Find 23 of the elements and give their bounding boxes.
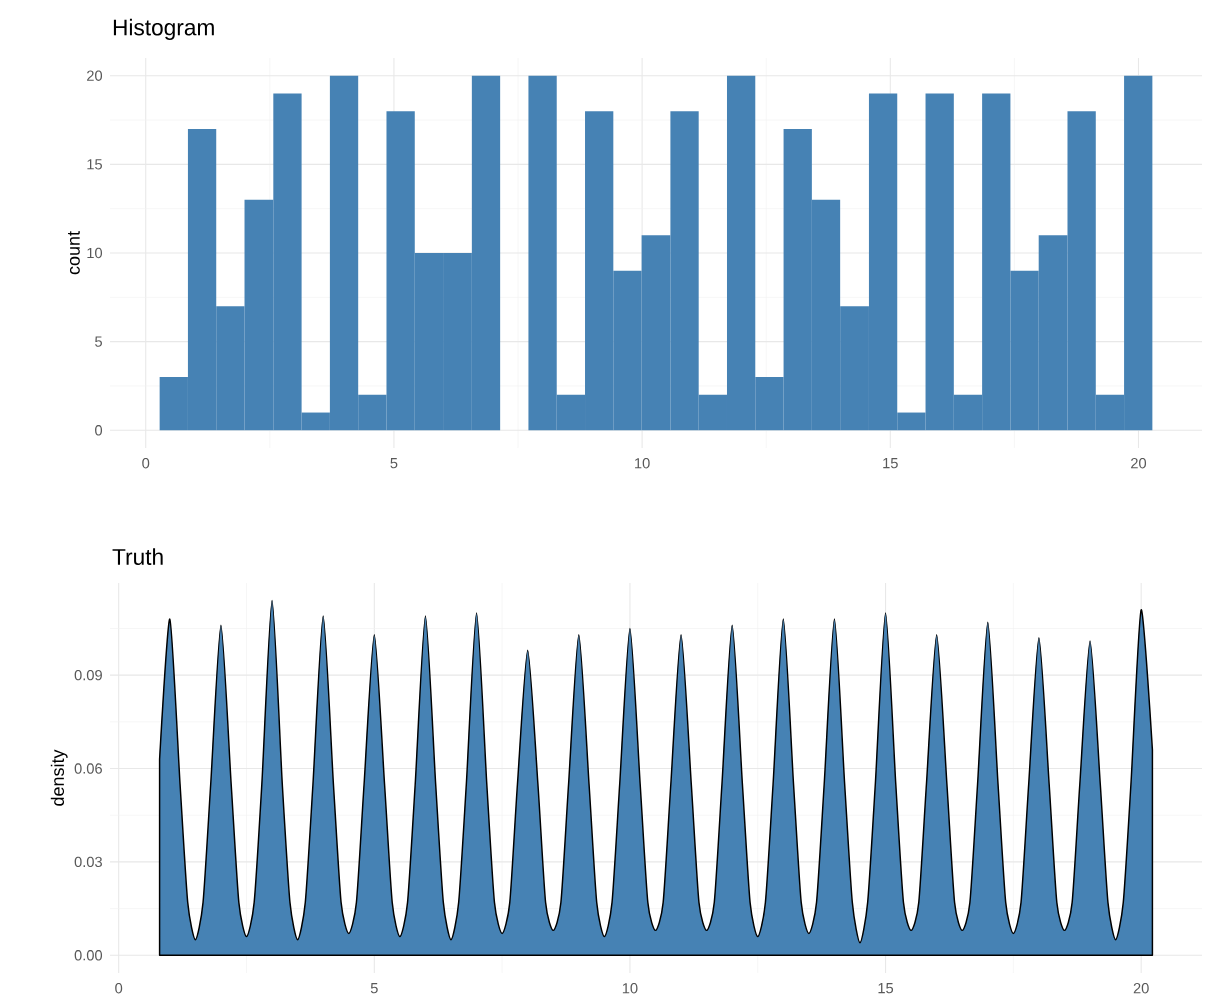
y-tick-label: 0.09 xyxy=(74,669,102,681)
x-tick-label: 15 xyxy=(883,458,898,469)
y-tick-label: 0.00 xyxy=(74,950,103,961)
y-tick-label: 0.06 xyxy=(74,763,102,774)
y-tick-label: 10 xyxy=(87,247,103,259)
x-tick-label: 10 xyxy=(622,983,638,994)
y-tick-label: 15 xyxy=(87,159,102,170)
x-tick-label: 0 xyxy=(142,458,150,469)
x-tick-label: 15 xyxy=(878,983,894,994)
y-tick-label: 0.03 xyxy=(74,856,102,868)
x-tick-label: 20 xyxy=(1131,458,1147,469)
chart-title: Truth xyxy=(112,548,163,565)
y-tick-label: 0 xyxy=(95,425,103,436)
y-axis-title: count xyxy=(68,231,80,275)
x-tick-label: 0 xyxy=(115,983,123,994)
x-tick-label: 5 xyxy=(390,458,398,469)
x-tick-label: 20 xyxy=(1133,983,1149,994)
chart-title: Histogram xyxy=(113,18,214,40)
y-tick-label: 20 xyxy=(87,70,103,81)
x-tick-label: 10 xyxy=(635,458,650,469)
y-tick-label: 5 xyxy=(95,336,102,347)
y-axis-title: density xyxy=(50,749,68,806)
x-tick-label: 5 xyxy=(370,983,378,994)
